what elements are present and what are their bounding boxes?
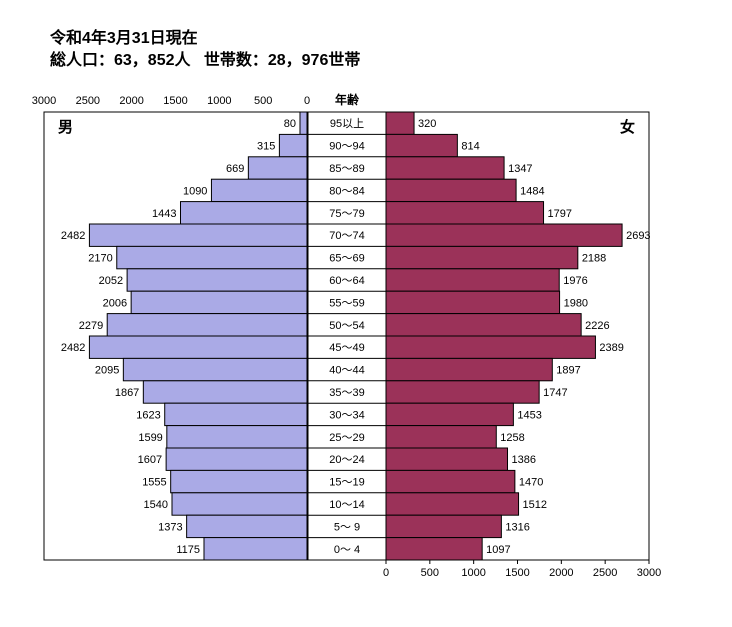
svg-text:65～69: 65～69 bbox=[329, 253, 364, 265]
svg-text:2279: 2279 bbox=[79, 320, 103, 332]
svg-text:2500: 2500 bbox=[593, 567, 617, 579]
svg-text:1897: 1897 bbox=[556, 365, 580, 377]
svg-text:1470: 1470 bbox=[519, 477, 543, 489]
svg-text:1484: 1484 bbox=[520, 185, 544, 197]
svg-text:2226: 2226 bbox=[585, 320, 609, 332]
svg-text:1347: 1347 bbox=[508, 163, 532, 175]
svg-text:1500: 1500 bbox=[163, 95, 187, 107]
svg-text:15～19: 15～19 bbox=[329, 477, 364, 489]
svg-text:1000: 1000 bbox=[207, 95, 231, 107]
svg-text:1373: 1373 bbox=[158, 521, 182, 533]
svg-text:3000: 3000 bbox=[637, 567, 661, 579]
svg-text:1607: 1607 bbox=[138, 454, 162, 466]
svg-text:95以上: 95以上 bbox=[330, 117, 364, 130]
svg-text:10～14: 10～14 bbox=[329, 499, 364, 511]
svg-text:1443: 1443 bbox=[152, 208, 176, 220]
svg-text:2052: 2052 bbox=[99, 275, 123, 287]
svg-text:女: 女 bbox=[620, 118, 635, 136]
svg-text:1747: 1747 bbox=[543, 387, 567, 399]
svg-text:1797: 1797 bbox=[548, 208, 572, 220]
svg-text:2482: 2482 bbox=[61, 342, 85, 354]
svg-text:1980: 1980 bbox=[564, 297, 588, 309]
svg-text:20～24: 20～24 bbox=[329, 454, 364, 466]
svg-text:1500: 1500 bbox=[505, 567, 529, 579]
svg-text:2170: 2170 bbox=[88, 253, 112, 265]
svg-text:2693: 2693 bbox=[626, 230, 650, 242]
svg-text:0～ 4: 0～ 4 bbox=[334, 544, 360, 556]
svg-text:1623: 1623 bbox=[136, 409, 160, 421]
svg-text:30～34: 30～34 bbox=[329, 409, 364, 421]
svg-text:90～94: 90～94 bbox=[329, 141, 364, 153]
svg-text:1090: 1090 bbox=[183, 185, 207, 197]
svg-text:50～54: 50～54 bbox=[329, 320, 364, 332]
pyramid-svg: 0 500 1000 1500 2000 2500 3000 年齢男 女 80 320 95以上 315… bbox=[20, 20, 712, 607]
svg-text:500: 500 bbox=[254, 95, 272, 107]
svg-text:2000: 2000 bbox=[549, 567, 573, 579]
svg-text:80: 80 bbox=[284, 118, 296, 130]
svg-text:1097: 1097 bbox=[486, 544, 510, 556]
svg-text:60～64: 60～64 bbox=[329, 275, 364, 287]
svg-text:1976: 1976 bbox=[563, 275, 587, 287]
svg-text:5～ 9: 5～ 9 bbox=[334, 521, 360, 533]
svg-text:1453: 1453 bbox=[517, 409, 541, 421]
svg-text:3000: 3000 bbox=[32, 95, 56, 107]
svg-text:2188: 2188 bbox=[582, 253, 606, 265]
svg-text:1512: 1512 bbox=[523, 499, 547, 511]
svg-text:1386: 1386 bbox=[512, 454, 536, 466]
svg-text:1540: 1540 bbox=[144, 499, 168, 511]
svg-text:1599: 1599 bbox=[138, 432, 162, 444]
svg-text:1175: 1175 bbox=[176, 544, 200, 556]
svg-text:85～89: 85～89 bbox=[329, 163, 364, 175]
svg-text:1258: 1258 bbox=[500, 432, 524, 444]
svg-text:1316: 1316 bbox=[505, 521, 529, 533]
svg-text:814: 814 bbox=[461, 141, 479, 153]
svg-text:35～39: 35～39 bbox=[329, 387, 364, 399]
svg-text:1000: 1000 bbox=[461, 567, 485, 579]
svg-text:320: 320 bbox=[418, 118, 436, 130]
svg-text:0: 0 bbox=[304, 95, 310, 107]
svg-text:45～49: 45～49 bbox=[329, 342, 364, 354]
svg-text:669: 669 bbox=[226, 163, 244, 175]
svg-text:25～29: 25～29 bbox=[329, 432, 364, 444]
svg-text:2095: 2095 bbox=[95, 365, 119, 377]
svg-text:75～79: 75～79 bbox=[329, 208, 364, 220]
svg-text:0: 0 bbox=[383, 567, 389, 579]
svg-text:80～84: 80～84 bbox=[329, 185, 364, 197]
svg-text:315: 315 bbox=[257, 141, 275, 153]
svg-text:40～44: 40～44 bbox=[329, 365, 364, 377]
population-pyramid-chart: 令和4年3月31日現在 総人口：63，852人 世帯数：28，976世帯 050… bbox=[20, 20, 712, 607]
svg-text:70～74: 70～74 bbox=[329, 230, 364, 242]
svg-text:2389: 2389 bbox=[599, 342, 623, 354]
svg-text:年齢: 年齢 bbox=[335, 92, 360, 107]
svg-text:1555: 1555 bbox=[142, 477, 166, 489]
svg-text:男: 男 bbox=[58, 119, 73, 136]
svg-text:2482: 2482 bbox=[61, 230, 85, 242]
svg-text:2500: 2500 bbox=[76, 95, 100, 107]
svg-text:1867: 1867 bbox=[115, 387, 139, 399]
svg-text:500: 500 bbox=[421, 567, 439, 579]
svg-text:2000: 2000 bbox=[119, 95, 143, 107]
svg-text:55～59: 55～59 bbox=[329, 297, 364, 309]
svg-text:2006: 2006 bbox=[103, 297, 127, 309]
